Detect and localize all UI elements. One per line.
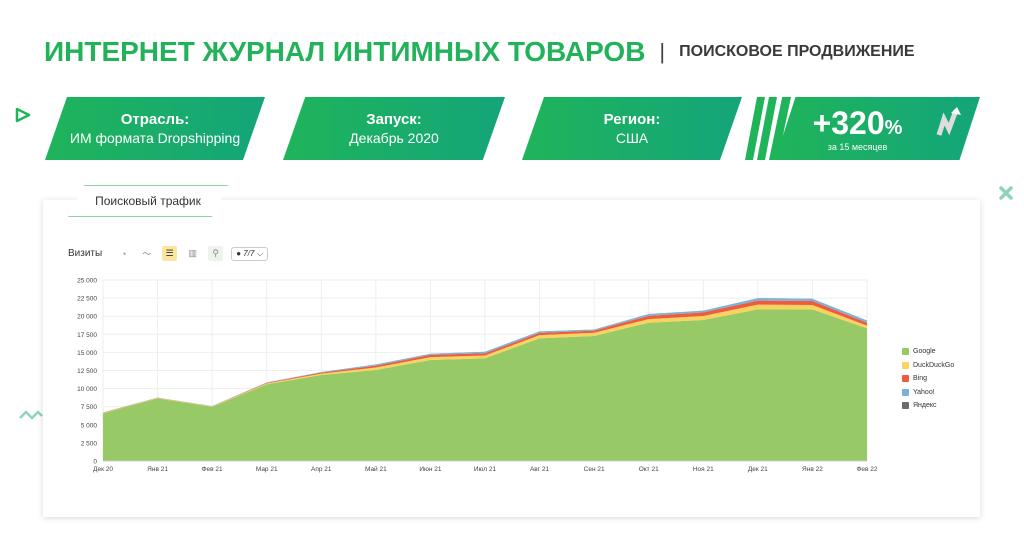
x-tick-label: Дек 21	[748, 466, 768, 473]
chart-toolbar: Визиты ◔ 〜 ☰ ▥ ⚲ ● 7/7 ⌵	[68, 246, 268, 261]
legend-swatch	[902, 402, 909, 410]
map-pin-icon[interactable]: ⚲	[208, 246, 224, 261]
legend-label: Google	[913, 348, 936, 356]
legend-item[interactable]: Yahoo!	[902, 386, 954, 400]
area-series-google	[103, 309, 867, 461]
page-header: ИНТЕРНЕТ ЖУРНАЛ ИНТИМНЫХ ТОВАРОВ | ПОИСК…	[44, 36, 915, 68]
x-tick-label: Авг 21	[530, 466, 550, 473]
growth-arrow-icon	[936, 107, 961, 136]
series-select[interactable]: ● 7/7 ⌵	[231, 246, 268, 261]
cross-icon	[999, 186, 1013, 200]
card-value: Декабрь 2020	[349, 130, 439, 146]
legend-label: Яндекс	[913, 402, 937, 410]
legend-item[interactable]: Яндекс	[902, 399, 954, 413]
y-tick-label: 12 500	[77, 368, 97, 375]
card-value: ИМ формата Dropshipping	[69, 130, 241, 146]
y-tick-label: 0	[93, 459, 97, 466]
y-tick-label: 22 500	[77, 296, 97, 303]
growth-unit: %	[884, 117, 903, 139]
x-tick-label: Фев 21	[202, 466, 223, 473]
y-tick-label: 20 000	[77, 314, 97, 321]
title-separator: |	[659, 39, 666, 64]
growth-card: +320% за 15 месяцев	[775, 97, 980, 160]
x-tick-label: Мар 21	[256, 466, 278, 473]
card-label: Регион:	[603, 111, 661, 128]
legend-swatch	[902, 388, 909, 396]
line-chart-icon[interactable]: 〜	[142, 249, 152, 259]
x-tick-label: Май 21	[365, 465, 387, 473]
legend-label: Yahoo!	[913, 388, 935, 396]
card-label: Отрасль:	[120, 111, 190, 128]
legend-item[interactable]: Google	[902, 345, 954, 359]
growth-value: +320	[812, 105, 885, 141]
area-chart-icon[interactable]: ☰	[162, 246, 178, 261]
zigzag-icon	[19, 410, 43, 420]
x-tick-label: Янв 22	[802, 466, 823, 473]
play-icon	[15, 107, 31, 123]
y-tick-label: 2 500	[81, 440, 98, 447]
x-tick-label: Июн 21	[419, 466, 442, 473]
page-subtitle: ПОИСКОВОЕ ПРОДВИЖЕНИЕ	[679, 43, 915, 60]
y-tick-label: 5 000	[81, 422, 98, 429]
legend-item[interactable]: DuckDuckGo	[902, 359, 954, 373]
x-tick-label: Фев 22	[856, 466, 877, 473]
tab-search-traffic[interactable]: Поисковый трафик	[68, 185, 228, 217]
x-tick-label: Сен 21	[584, 466, 605, 473]
legend-item[interactable]: Bing	[902, 372, 954, 386]
growth-caption: за 15 месяцев	[827, 142, 888, 152]
card-value: США	[615, 130, 649, 146]
chart-legend: Google DuckDuckGo Bing Yahoo! Яндекс	[902, 345, 954, 413]
legend-label: Bing	[913, 375, 928, 383]
y-tick-label: 7 500	[81, 404, 98, 411]
y-tick-label: 10 000	[77, 386, 97, 393]
card-label: Запуск:	[366, 111, 422, 128]
pie-chart-icon[interactable]: ◔	[120, 248, 127, 259]
x-tick-label: Окт 21	[639, 466, 659, 473]
legend-swatch	[902, 375, 909, 383]
x-tick-label: Янв 21	[147, 466, 168, 473]
region-card: Регион: США	[522, 97, 742, 160]
y-tick-label: 25 000	[77, 278, 97, 285]
page-title: ИНТЕРНЕТ ЖУРНАЛ ИНТИМНЫХ ТОВАРОВ	[44, 36, 646, 67]
y-tick-label: 15 000	[77, 350, 97, 357]
x-tick-label: Ноя 21	[693, 466, 714, 473]
legend-swatch	[902, 348, 909, 356]
x-tick-label: Дек 20	[93, 466, 113, 473]
x-tick-label: Июл 21	[474, 466, 497, 473]
legend-label: DuckDuckGo	[913, 361, 955, 369]
bar-chart-icon[interactable]: ▥	[188, 248, 197, 258]
industry-card: Отрасль: ИМ формата Dropshipping	[45, 97, 265, 160]
metric-label: Визиты	[68, 248, 103, 259]
legend-swatch	[902, 361, 909, 369]
y-tick-label: 17 500	[77, 332, 97, 339]
series-select-value: 7/7	[243, 248, 255, 258]
launch-card: Запуск: Декабрь 2020	[283, 97, 505, 160]
x-tick-label: Апр 21	[311, 466, 332, 473]
